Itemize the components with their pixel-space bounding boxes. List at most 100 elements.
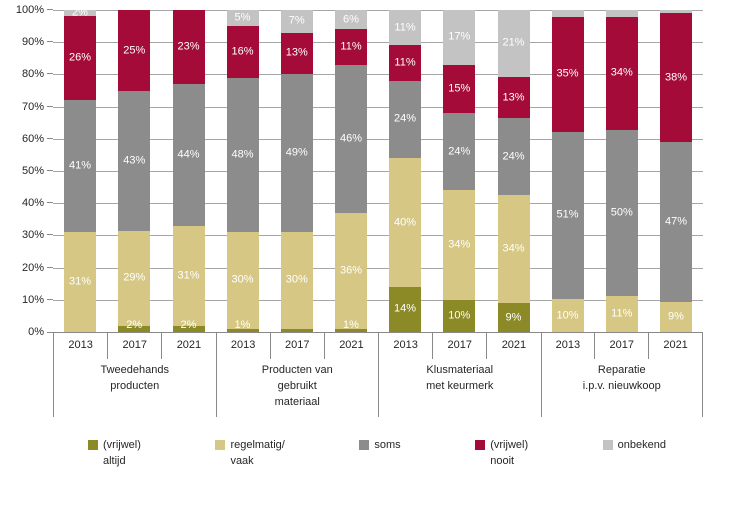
bar-segment-regelmatig--vaak: 10% xyxy=(551,299,584,332)
gridline xyxy=(53,106,703,108)
stacked-bar-2013: 10% 51% 35% xyxy=(551,10,584,332)
bar-segment-soms: 44% xyxy=(172,84,205,226)
legend-label: onbekend xyxy=(617,439,666,451)
x-axis-group: 2013 2017 2021 Klusmateriaal met keurmerk xyxy=(378,333,541,417)
y-tick-mark xyxy=(47,73,53,75)
stacked-bar-2013: 31% 41% 26% 2% xyxy=(64,6,96,332)
bar-segment-regelmatig--vaak: 29% xyxy=(118,231,151,326)
gridline xyxy=(53,42,703,44)
segment-label: 23% xyxy=(177,40,200,53)
bar-segment--vrijwel--nooit: 23% xyxy=(172,10,205,85)
stacked-bar-2021: 9% 34% 24% 13% 21% xyxy=(497,10,530,332)
y-axis-ticks xyxy=(47,9,53,333)
x-axis-group: 2013 2017 2021 Reparatie i.p.v. nieuwkoop xyxy=(540,333,703,417)
segment-label: 40% xyxy=(393,216,417,229)
segment-label: 9% xyxy=(668,310,684,323)
bar-segment-soms: 51% xyxy=(551,131,584,300)
segment-label: 38% xyxy=(664,71,688,84)
bar-segment-soms: 48% xyxy=(226,77,259,233)
gridline xyxy=(53,138,703,140)
segment-label: 11% xyxy=(340,40,362,53)
gridline xyxy=(53,235,703,237)
gridline xyxy=(53,171,703,172)
bar-segment-regelmatig--vaak: 9% xyxy=(660,301,692,332)
bar-group: 31% 41% 26% 2% 2% 29% 43% 25% 2% 31% 44% 23% xyxy=(53,6,216,332)
x-year-label: 2017 xyxy=(433,333,488,359)
segment-label: 11% xyxy=(611,307,633,320)
stacked-bar-2017: 2% 29% 43% 25% xyxy=(118,10,151,332)
segment-label: 13% xyxy=(285,46,308,59)
segment-label: 2% xyxy=(180,319,197,331)
segment-label: 34% xyxy=(610,66,633,79)
x-year-label: 2017 xyxy=(595,333,650,359)
legend-swatch xyxy=(359,440,370,450)
bar-segment-soms: 47% xyxy=(660,142,692,302)
bar-segment--vrijwel--altijd xyxy=(280,328,313,332)
bar-group: 1% 30% 48% 16% 5% 30% 49% 13% 7% 1% 36% 46% 11% 6% xyxy=(216,10,379,332)
segment-label: 43% xyxy=(123,154,146,167)
segment-label: 36% xyxy=(339,264,363,277)
segment-label: 11% xyxy=(394,21,416,34)
y-tick-label: 60% xyxy=(21,132,44,145)
y-tick-label: 20% xyxy=(21,261,44,274)
segment-label: 2% xyxy=(72,6,88,19)
segment-label: 21% xyxy=(502,36,525,49)
x-year-label: 2013 xyxy=(379,333,434,359)
bar-segment-onbekend: 11% xyxy=(389,10,421,46)
bar-segment-regelmatig--vaak: 30% xyxy=(226,232,259,329)
bar-segment-regelmatig--vaak: 34% xyxy=(443,190,476,300)
y-tick-mark xyxy=(47,234,53,236)
bar-segment-onbekend xyxy=(605,10,638,17)
y-tick-mark xyxy=(47,170,53,171)
segment-label: 29% xyxy=(123,271,146,284)
segment-label: 34% xyxy=(448,238,471,251)
bar-segment-soms: 24% xyxy=(443,113,476,191)
bar-segment--vrijwel--altijd: 9% xyxy=(497,303,530,332)
segment-label: 15% xyxy=(448,82,471,95)
segment-label: 24% xyxy=(448,145,471,158)
segment-label: 2% xyxy=(126,319,143,331)
bar-segment-onbekend: 2% xyxy=(64,6,96,19)
segment-label: 16% xyxy=(231,45,254,58)
gridline xyxy=(53,74,703,76)
x-axis-group: 2013 2017 2021 Tweedehands producten xyxy=(53,333,216,417)
bar-segment-regelmatig--vaak: 31% xyxy=(64,232,96,332)
bar-segment--vrijwel--nooit: 25% xyxy=(118,10,151,92)
y-tick-label: 90% xyxy=(21,36,44,49)
legend-label: (vrijwel) altijd xyxy=(103,439,141,467)
legend-item-onbekend: onbekend xyxy=(602,437,666,469)
y-tick-mark xyxy=(47,105,53,107)
segment-label: 41% xyxy=(68,159,92,172)
bar-segment-soms: 24% xyxy=(497,118,530,195)
stacked-bar-2021: 2% 31% 44% 23% xyxy=(172,10,205,332)
stacked-bar-2017: 11% 50% 34% xyxy=(605,10,638,332)
segment-label: 9% xyxy=(505,311,522,324)
segment-label: 30% xyxy=(231,273,254,286)
legend-label: (vrijwel) nooit xyxy=(490,439,529,467)
y-tick-mark xyxy=(47,266,53,268)
segment-label: 48% xyxy=(231,148,254,161)
legend-item--vrijwel--altijd: (vrijwel) altijd xyxy=(88,437,141,469)
x-year-label: 2017 xyxy=(108,333,163,359)
bar-segment-soms: 50% xyxy=(605,129,638,296)
y-tick-label: 40% xyxy=(21,197,44,210)
stacked-bar-2021: 1% 36% 46% 11% 6% xyxy=(335,10,367,332)
x-year-label: 2017 xyxy=(271,333,325,359)
gridline xyxy=(53,267,703,269)
bar-segment-regelmatig--vaak: 30% xyxy=(280,232,313,329)
y-tick-mark xyxy=(47,298,53,300)
segment-label: 35% xyxy=(556,67,579,80)
y-tick-label: 70% xyxy=(21,100,44,113)
bar-segment--vrijwel--altijd: 1% xyxy=(226,320,259,332)
segment-label: 30% xyxy=(285,273,308,286)
y-tick-label: 100% xyxy=(15,4,44,16)
segment-label: 7% xyxy=(288,14,305,27)
segment-label: 11% xyxy=(394,56,416,69)
bar-segment--vrijwel--nooit: 11% xyxy=(389,45,421,81)
legend-label: regelmatig/vaak xyxy=(230,439,285,467)
bar-segment-onbekend xyxy=(551,10,584,17)
x-axis-table: 2013 2017 2021 Tweedehands producten 2013 2017… xyxy=(53,332,703,417)
bar-segment-onbekend: 21% xyxy=(497,10,530,77)
x-group-label: Producten van gebruikt materiaal xyxy=(261,364,333,408)
bar-segment--vrijwel--altijd: 10% xyxy=(443,299,476,332)
